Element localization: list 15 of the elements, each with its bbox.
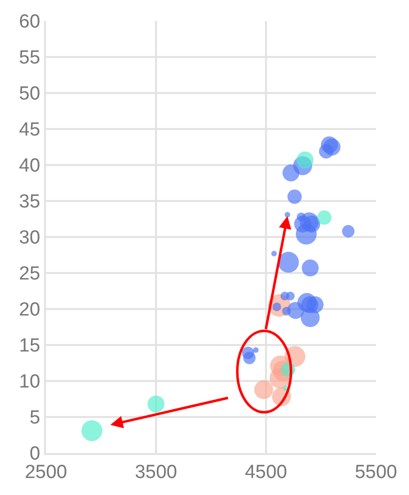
x-tick-label: 3500 [134, 462, 178, 483]
y-tick-label: 40 [19, 156, 40, 177]
y-tick-label: 20 [19, 300, 40, 321]
y-tick-label: 35 [19, 192, 40, 213]
y-tick-label: 30 [19, 228, 40, 249]
y-tick-label: 60 [19, 12, 40, 33]
y-tick-label: 45 [19, 120, 40, 141]
x-tick-label: 4500 [244, 462, 288, 483]
y-tick-label: 5 [30, 408, 40, 429]
y-tick-label: 50 [19, 84, 40, 105]
y-tick-label: 55 [19, 48, 40, 69]
y-tick-label: 25 [19, 264, 40, 285]
y-tick-label: 15 [19, 336, 40, 357]
y-tick-label: 10 [19, 372, 40, 393]
x-tick-label: 5500 [354, 462, 398, 483]
